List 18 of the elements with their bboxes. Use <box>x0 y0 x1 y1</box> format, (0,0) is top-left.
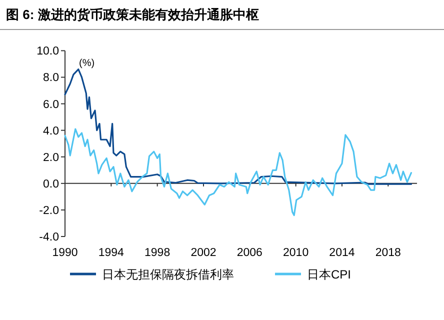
ytick: 2.0 <box>43 152 59 164</box>
ytick: -2.0 <box>39 204 59 217</box>
title: 图 6: 激进的货币政策未能有效抬升通胀中枢 <box>6 7 259 22</box>
xtick: 2018 <box>375 247 401 259</box>
xtick: 2014 <box>329 247 355 259</box>
xtick: 1994 <box>98 247 124 259</box>
ytick: 0.0 <box>43 178 59 190</box>
ytick: 4.0 <box>43 125 59 138</box>
ytick: 10.0 <box>36 46 59 58</box>
xtick: 2006 <box>236 247 262 259</box>
xtick: 2010 <box>283 247 309 259</box>
ytick: -4.0 <box>39 232 59 244</box>
ytick: 6.0 <box>43 98 59 111</box>
ylabel: (%) <box>79 58 95 69</box>
ytick: 8.0 <box>43 72 59 84</box>
xtick: 2002 <box>190 247 216 259</box>
xtick: 1990 <box>52 247 78 259</box>
xtick: 1998 <box>144 247 170 259</box>
